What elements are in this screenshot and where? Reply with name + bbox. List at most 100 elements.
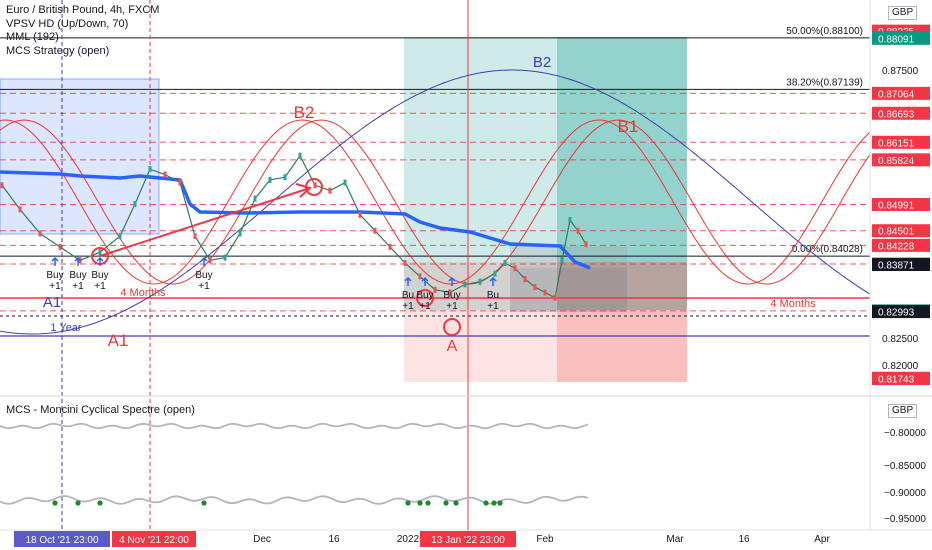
price-axis-label: 0.84501	[878, 227, 915, 238]
price-candle	[18, 206, 22, 213]
price-candle	[193, 233, 197, 240]
price-candle	[403, 259, 407, 266]
price-axis-label: 0.88091	[878, 34, 915, 45]
price-candle	[493, 270, 497, 277]
price-axis-label-bg	[872, 135, 930, 149]
price-axis-label-bg	[872, 238, 930, 252]
spectre-signal-dot	[497, 500, 503, 506]
buy-signal-label: Buy	[195, 270, 212, 281]
price-axis-label: 0.83871	[878, 261, 915, 272]
sub-currency-badge[interactable]: GBP	[888, 404, 918, 418]
spectre-signal-dot	[425, 500, 431, 506]
buy-signal-value: +1	[402, 301, 414, 312]
price-axis-label-bg	[872, 153, 930, 167]
cycle-1-year	[0, 69, 871, 335]
price-axis-label-bg	[872, 305, 930, 319]
price-candle	[503, 259, 507, 266]
cycle-label: B2	[294, 103, 315, 122]
spectre-signal-dot	[453, 500, 459, 506]
price-axis-tick: 0.82500	[882, 334, 919, 345]
cycle-label: B2	[533, 54, 551, 71]
strategy-indicator-label[interactable]: MCS Strategy (open)	[6, 44, 110, 57]
currency-badge[interactable]: GBP	[888, 6, 918, 20]
signal-circle	[416, 289, 434, 307]
spectre-signal-dot	[201, 500, 207, 506]
price-axis-tick: 0.87500	[882, 66, 919, 77]
buy-signal-label: Buy	[91, 270, 108, 281]
stop-zone	[404, 262, 687, 382]
price-candle	[38, 230, 42, 237]
time-axis-tick: Mar	[666, 534, 684, 545]
buy-arrow-icon	[96, 256, 104, 266]
price-candle	[98, 249, 102, 256]
cycle-4-months-b	[0, 119, 871, 285]
cycle-4-months	[0, 119, 871, 285]
buy-signal-label: Buy	[416, 290, 433, 301]
buy-signal-value: +1	[446, 301, 458, 312]
price-axis-label: 0.87064	[878, 89, 915, 100]
spectre-signal-dot	[443, 500, 449, 506]
price-candle	[576, 227, 580, 234]
spectre-line-upper	[0, 422, 589, 430]
price-candle	[533, 284, 537, 291]
time-axis-tick: Dec	[253, 534, 271, 545]
sub-axis-tick: −0.85000	[884, 461, 926, 472]
symbol-title[interactable]: Euro / British Pound, 4h, FXCM	[6, 4, 160, 16]
vpsv-indicator-label[interactable]: VPSV HD (Up/Down, 70)	[6, 17, 129, 30]
sub-indicator-legend[interactable]: MCS - Moncini Cyclical Spectre (open)	[6, 404, 195, 416]
price-candle	[268, 176, 272, 183]
price-candle	[463, 281, 467, 288]
buy-signal-label: Bu	[402, 290, 414, 301]
price-candle	[523, 276, 527, 283]
price-candle	[133, 201, 137, 207]
cycle-label: 1 Year	[50, 322, 82, 334]
position-box-lower	[510, 268, 627, 312]
buy-signal-label: Buy	[69, 270, 86, 281]
buy-arrow-icon	[489, 276, 497, 286]
volume-poc-line	[0, 170, 591, 270]
sub-axis-tick: −0.95000	[884, 514, 926, 525]
price-axis-label-bg	[872, 224, 930, 238]
buy-arrow-icon	[51, 256, 59, 266]
signal-circle	[305, 178, 323, 196]
buy-arrow-icon	[421, 276, 429, 286]
price-candle	[513, 265, 517, 272]
buy-arrow-icon	[404, 276, 412, 286]
price-axis-label-bg	[872, 31, 930, 45]
time-axis-tick: Feb	[536, 534, 554, 545]
time-axis-tick: 16	[738, 534, 750, 545]
spectre-signal-dot	[75, 500, 81, 506]
buy-signal-value: +1	[94, 281, 106, 292]
price-candle	[58, 243, 62, 250]
time-axis-tick: 16	[328, 534, 340, 545]
price-axis-label: 0.84228	[878, 241, 915, 252]
price-candle	[478, 278, 482, 285]
cycle-label: A1	[43, 294, 61, 311]
buy-signal-label: Buy	[46, 270, 63, 281]
mml-indicator-label[interactable]: MML (192)	[6, 31, 59, 43]
buy-signal-value: +1	[72, 281, 84, 292]
time-label-bg	[420, 531, 516, 547]
price-axis-tick: 0.82000	[882, 361, 919, 372]
price-axis-label: 0.85824	[878, 156, 915, 167]
buy-signal-value: +1	[49, 281, 61, 292]
buy-arrow-icon	[448, 276, 456, 286]
price-candle	[253, 195, 257, 202]
price-axis-label: 0.84991	[878, 200, 915, 211]
price-candle	[313, 182, 317, 189]
price-axis-label: 0.81743	[878, 375, 915, 386]
price-axis-label-bg	[872, 197, 930, 211]
price-candle	[358, 211, 362, 218]
trend-arrow-head	[295, 183, 313, 198]
buy-signal-label: Bu	[487, 290, 499, 301]
fib-level-label: 50.00%(0.88100)	[786, 26, 863, 37]
price-axis-label-bg	[872, 106, 930, 120]
cycle-label: A1	[108, 331, 129, 350]
signal-circle	[443, 318, 461, 336]
price-axis-label: 0.86151	[878, 138, 915, 149]
spectre-signal-dot	[483, 500, 489, 506]
price-candle	[543, 289, 547, 296]
price-candle	[373, 227, 377, 234]
cycle-label: 4 Months	[120, 287, 166, 299]
